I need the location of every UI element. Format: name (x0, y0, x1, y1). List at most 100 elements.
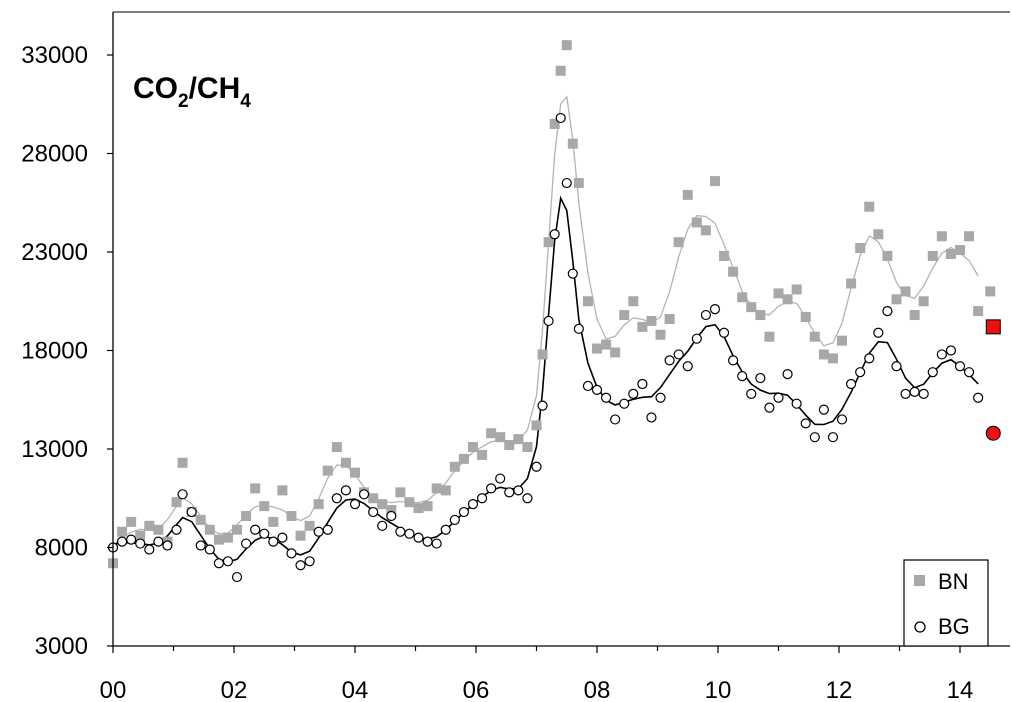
data-point-bn (555, 65, 566, 76)
data-point-bg (718, 327, 730, 338)
data-point-bg (682, 361, 693, 372)
chart-title-sub2: 4 (240, 91, 251, 112)
x-tick-label: 14 (947, 677, 974, 702)
data-point-bg (204, 544, 215, 555)
data-point-bn (800, 312, 811, 323)
data-point-bg (537, 400, 548, 411)
data-point-bg (476, 493, 488, 504)
data-point-bn (985, 286, 996, 297)
data-point-bn (513, 434, 524, 445)
data-point-bn (601, 339, 612, 350)
data-point-bg (135, 538, 146, 549)
data-point-bn (126, 516, 137, 527)
data-point-bn (719, 250, 730, 261)
data-point-bn (700, 225, 711, 236)
y-tick-label: 3000 (35, 633, 88, 660)
data-point-bn (322, 465, 333, 476)
data-point-bg (531, 461, 542, 472)
data-point-bg (764, 402, 775, 413)
data-point-bg (818, 404, 829, 415)
data-point-bn (195, 514, 206, 525)
data-point-bn (582, 296, 593, 307)
data-point-bn (691, 217, 702, 228)
data-point-bg (827, 432, 839, 443)
data-point-bg (561, 177, 572, 189)
x-tick-label: 02 (221, 677, 248, 702)
data-point-bg (800, 418, 811, 429)
data-point-bn (619, 310, 630, 321)
data-point-bg (126, 534, 137, 545)
data-point-bg (637, 378, 648, 390)
data-point-bg (655, 392, 666, 403)
data-point-bg (467, 499, 479, 510)
data-point-bg (486, 483, 497, 494)
data-point-bn (573, 178, 584, 189)
data-point-bg (440, 524, 451, 535)
data-point-bg (449, 514, 460, 526)
data-point-bn (404, 497, 415, 508)
data-point-bg (177, 489, 188, 500)
data-point-bg (116, 536, 128, 547)
data-point-bn (909, 310, 920, 321)
data-point-bn (900, 286, 911, 297)
data-point-bn (891, 294, 902, 305)
data-point-bg (709, 304, 721, 315)
data-point-bg (513, 485, 524, 496)
data-point-bn (422, 501, 433, 512)
data-point-bn (864, 201, 875, 212)
data-point-bn (413, 503, 424, 514)
data-point-bg (855, 367, 866, 378)
data-point-bg (458, 506, 469, 518)
data-point-bg (664, 355, 675, 366)
data-point-bg (171, 524, 182, 535)
data-point-bn (241, 510, 252, 521)
data-point-bg (277, 532, 288, 543)
data-point-bn (144, 520, 155, 531)
series-lines (112, 95, 979, 563)
data-point-bn (543, 237, 554, 248)
data-point-bg (755, 372, 766, 384)
data-point-bn (250, 483, 261, 494)
data-point-bn (431, 483, 442, 494)
data-point-bn (204, 524, 215, 535)
data-point-bg (600, 392, 612, 403)
data-point-bn (171, 497, 182, 508)
data-point-bg (936, 349, 947, 360)
data-point-bg (610, 414, 621, 425)
data-point-bg (646, 412, 657, 423)
data-point-bn (610, 347, 621, 358)
data-point-bg (963, 367, 975, 378)
data-point-bg (422, 536, 433, 547)
data-point-bn (592, 343, 602, 354)
data-point-bn (709, 176, 720, 187)
data-point-bg (700, 309, 712, 321)
data-point-bn (386, 505, 397, 516)
data-point-bn (873, 229, 884, 240)
x-tick-label: 12 (826, 677, 853, 702)
data-point-bn (855, 243, 866, 254)
x-tick-label: 08 (584, 677, 611, 702)
data-point-bn (936, 231, 947, 242)
data-point-bg (864, 353, 875, 364)
data-point-bg (628, 388, 639, 399)
data-point-bn (286, 510, 297, 521)
y-tick-label: 23000 (21, 239, 88, 266)
data-point-bn (728, 266, 739, 277)
data-point-bn (664, 313, 675, 324)
data-point-bg (495, 473, 506, 484)
data-point-bn (755, 310, 766, 321)
data-point-bg (891, 361, 902, 372)
data-point-bg (773, 392, 784, 403)
data-point-bg (954, 361, 966, 372)
data-point-bn (646, 315, 657, 326)
data-point-bn (522, 442, 533, 453)
data-point-bg (322, 524, 333, 535)
data-point-bn (277, 485, 288, 496)
data-point-bg (809, 432, 820, 443)
tick-labels: 3000 8000 13000 18000 23000 28000 33000 00 02 04 0… (21, 42, 973, 702)
data-point-bg (431, 538, 442, 549)
data-point-bn (918, 296, 929, 307)
data-point-bg (259, 528, 270, 539)
data-point-bg (918, 388, 929, 399)
